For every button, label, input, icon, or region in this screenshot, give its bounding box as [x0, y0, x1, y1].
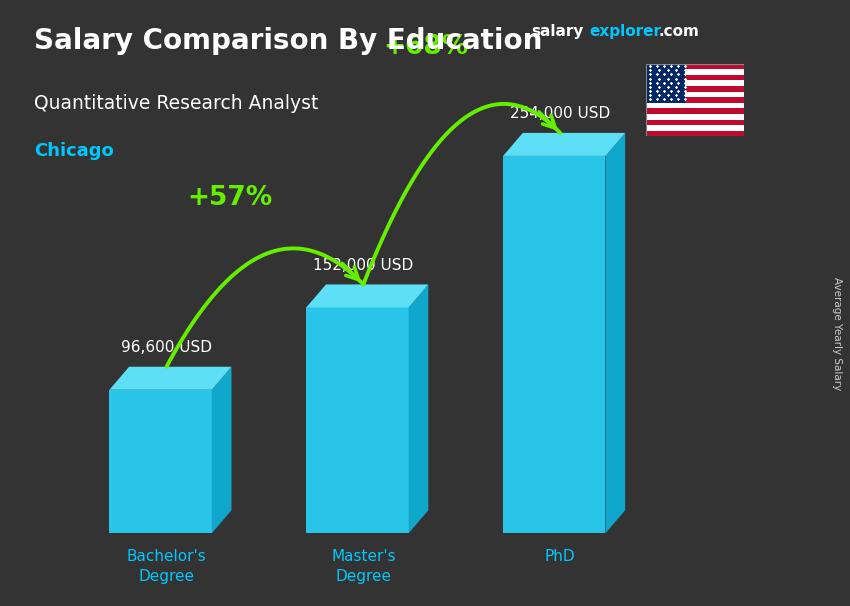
- Text: +57%: +57%: [187, 185, 272, 211]
- Polygon shape: [110, 390, 212, 533]
- Text: 96,600 USD: 96,600 USD: [121, 340, 212, 355]
- Bar: [646, 92, 744, 97]
- Bar: [646, 64, 744, 69]
- Text: Average Yearly Salary: Average Yearly Salary: [832, 277, 842, 390]
- Bar: [646, 81, 744, 86]
- Text: explorer: explorer: [589, 24, 661, 39]
- Bar: [646, 64, 685, 103]
- Bar: [646, 119, 744, 125]
- Bar: [646, 69, 744, 75]
- Text: Bachelor's
Degree: Bachelor's Degree: [127, 550, 207, 584]
- Polygon shape: [409, 284, 428, 533]
- Polygon shape: [503, 133, 625, 156]
- Bar: [646, 103, 744, 108]
- Text: +68%: +68%: [383, 34, 469, 60]
- Bar: [646, 108, 744, 114]
- Polygon shape: [212, 367, 231, 533]
- Bar: [646, 131, 744, 136]
- Polygon shape: [503, 156, 605, 533]
- Text: Quantitative Research Analyst: Quantitative Research Analyst: [34, 94, 319, 113]
- Bar: [646, 125, 744, 131]
- Bar: [646, 75, 744, 81]
- Text: .com: .com: [659, 24, 700, 39]
- Bar: [646, 114, 744, 119]
- Polygon shape: [306, 307, 409, 533]
- Polygon shape: [306, 284, 428, 307]
- Bar: [646, 86, 744, 92]
- Text: 152,000 USD: 152,000 USD: [314, 258, 413, 273]
- Polygon shape: [110, 367, 231, 390]
- Text: salary: salary: [531, 24, 584, 39]
- Text: Salary Comparison By Education: Salary Comparison By Education: [34, 27, 542, 55]
- Text: PhD: PhD: [545, 550, 575, 564]
- Text: Master's
Degree: Master's Degree: [331, 550, 395, 584]
- Polygon shape: [605, 133, 625, 533]
- Text: Chicago: Chicago: [34, 142, 114, 161]
- Text: 254,000 USD: 254,000 USD: [510, 107, 610, 121]
- Bar: [646, 97, 744, 103]
